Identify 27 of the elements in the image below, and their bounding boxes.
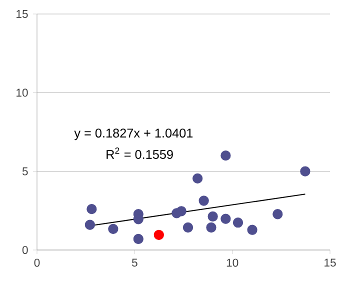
y-tick-label: 0 xyxy=(22,246,28,254)
point xyxy=(220,214,231,224)
y-tick-label: 5 xyxy=(22,167,28,176)
point xyxy=(192,173,203,184)
point xyxy=(220,150,231,161)
point xyxy=(272,209,283,220)
point xyxy=(154,230,164,240)
point xyxy=(247,224,258,235)
point xyxy=(198,196,209,206)
point xyxy=(232,218,244,228)
annotation: R$^{2}$ = 0.1559 xyxy=(106,148,173,159)
point xyxy=(86,204,97,214)
point xyxy=(206,222,216,233)
x-tick-label: 15 xyxy=(324,258,336,267)
x-tick-label: 5 xyxy=(132,258,138,267)
point xyxy=(84,220,96,230)
annotation: y = 0.1827x + 1.0401 xyxy=(74,128,193,140)
point xyxy=(182,222,194,233)
point xyxy=(300,166,310,176)
x-tick-label: 0 xyxy=(34,258,40,267)
y-tick-label: 10 xyxy=(16,88,28,97)
y-tick-label: 15 xyxy=(16,10,28,18)
x-tick-label: 10 xyxy=(226,258,238,267)
point xyxy=(176,206,186,216)
point xyxy=(208,211,218,222)
point xyxy=(133,234,144,244)
point xyxy=(108,224,118,234)
